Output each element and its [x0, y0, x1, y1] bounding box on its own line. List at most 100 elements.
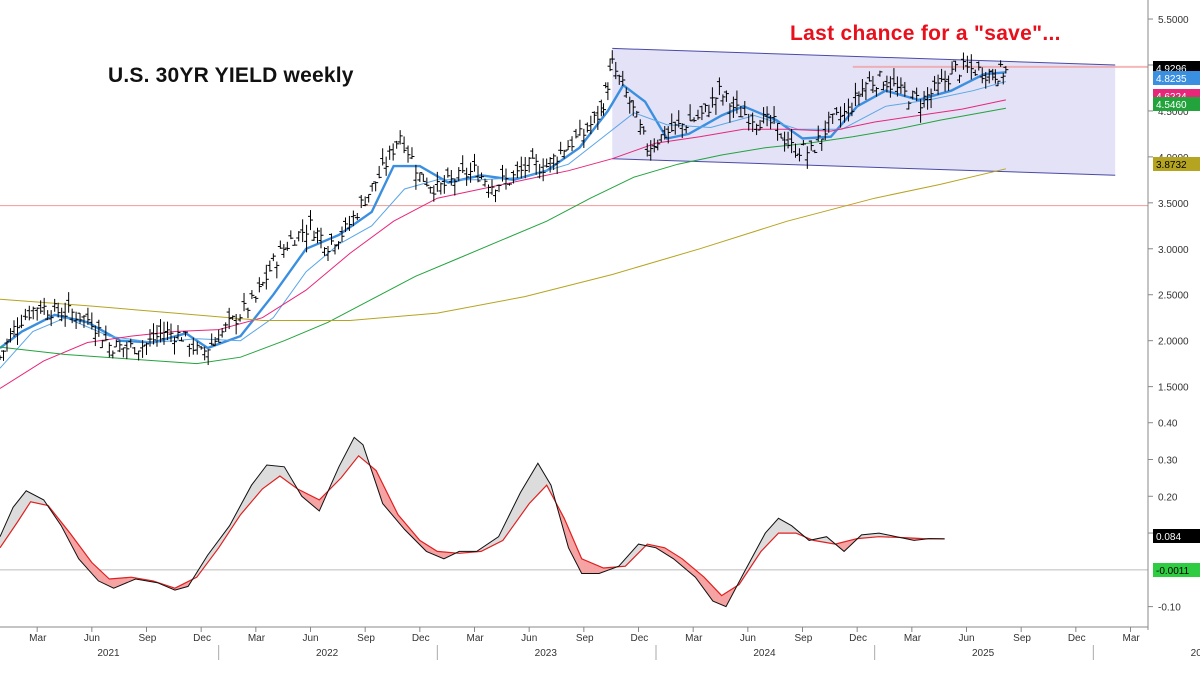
ohlc-bar	[245, 308, 250, 319]
x-tick-label: Sep	[576, 633, 594, 644]
x-year-label: 2026	[1191, 648, 1200, 659]
x-year-label: 2023	[535, 648, 558, 659]
ohlc-bar	[0, 355, 3, 360]
y-tick-label: 1.5000	[1158, 383, 1189, 394]
ohlc-bar	[187, 344, 192, 357]
osc-y-tick-label: 0.30	[1158, 455, 1178, 466]
chart-title: U.S. 30YR YIELD weekly	[108, 64, 354, 88]
x-tick-label: Mar	[248, 633, 266, 644]
macd-line	[0, 437, 945, 606]
x-tick-label: Mar	[1123, 633, 1141, 644]
ohlc-bar	[493, 190, 498, 203]
ohlc-bar	[377, 166, 382, 178]
ohlc-bar	[359, 195, 364, 208]
ohlc-bar	[366, 194, 371, 202]
ohlc-bar	[519, 157, 524, 179]
signal-line	[0, 456, 945, 596]
ohlc-bar	[442, 175, 447, 194]
x-tick-label: Sep	[795, 633, 813, 644]
ohlc-bar	[402, 136, 407, 153]
y-tick-label: 2.0000	[1158, 337, 1189, 348]
ohlc-bar	[570, 136, 575, 151]
ohlc-bar	[35, 307, 40, 320]
ohlc-bar	[300, 219, 305, 242]
ohlc-bar	[42, 298, 47, 315]
ohlc-bar	[260, 282, 265, 286]
ohlc-bar	[242, 293, 247, 311]
ohlc-bar	[530, 148, 535, 159]
ohlc-bar	[541, 158, 546, 181]
ohlc-bar	[89, 312, 94, 329]
x-tick-label: Sep	[357, 633, 375, 644]
ohlc-bar	[292, 240, 297, 245]
chart-annotation: Last chance for a "save"...	[790, 22, 1061, 46]
ohlc-bar	[370, 183, 375, 191]
ohlc-bar	[336, 241, 341, 249]
y-tick-label: 2.5000	[1158, 291, 1189, 302]
ohlc-bar	[202, 347, 207, 361]
ohlc-bar	[315, 228, 320, 244]
ohlc-bar	[438, 182, 443, 194]
ohlc-bar	[63, 303, 68, 327]
x-tick-label: Jun	[303, 633, 319, 644]
ohlc-bar	[421, 174, 426, 182]
ohlc-bar	[296, 231, 301, 241]
x-year-label: 2025	[972, 648, 995, 659]
last-value-label: 4.8235	[1156, 74, 1187, 85]
ohlc-bar	[558, 142, 563, 155]
x-tick-label: Dec	[631, 633, 649, 644]
ohlc-bar	[274, 262, 279, 279]
ohlc-bar	[1, 350, 6, 361]
ohlc-bar	[8, 328, 13, 342]
moving-average-line-4	[0, 169, 1006, 321]
ohlc-bar	[238, 314, 243, 321]
x-tick-label: Dec	[849, 633, 867, 644]
x-tick-label: Dec	[1068, 633, 1086, 644]
x-tick-label: Mar	[904, 633, 922, 644]
ohlc-bar	[406, 145, 411, 162]
ohlc-bar	[281, 244, 286, 258]
ohlc-bar	[117, 340, 122, 352]
y-tick-label: 5.5000	[1158, 15, 1189, 26]
ohlc-bar	[264, 265, 269, 290]
osc-y-tick-label: 0.20	[1158, 492, 1178, 503]
ohlc-bar	[391, 143, 396, 160]
ohlc-bar	[398, 130, 403, 144]
x-year-label: 2021	[97, 648, 120, 659]
x-tick-label: Mar	[467, 633, 485, 644]
ohlc-bar	[566, 140, 571, 150]
x-tick-label: Mar	[685, 633, 703, 644]
ohlc-bar	[585, 122, 590, 132]
ohlc-bar	[267, 261, 272, 272]
ohlc-bar	[155, 325, 160, 347]
ohlc-bar	[234, 314, 239, 334]
ohlc-bar	[216, 329, 221, 342]
x-tick-label: Dec	[412, 633, 430, 644]
x-tick-label: Dec	[193, 633, 211, 644]
osc-last-value-label: -0.0011	[1156, 566, 1190, 577]
ohlc-bar	[52, 299, 57, 312]
ohlc-bar	[428, 187, 433, 194]
ohlc-bar	[179, 337, 184, 341]
ohlc-bar	[100, 340, 105, 348]
ohlc-bar	[534, 154, 539, 175]
x-tick-label: Sep	[139, 633, 157, 644]
ohlc-bar	[472, 154, 477, 172]
oscillator-fill	[0, 437, 945, 606]
osc-last-value-label: 0.084	[1156, 532, 1181, 543]
ohlc-bar	[380, 148, 385, 165]
ohlc-bar	[132, 347, 137, 354]
x-tick-label: Jun	[84, 633, 100, 644]
x-year-label: 2024	[753, 648, 776, 659]
osc-y-tick-label: -0.10	[1158, 603, 1181, 614]
ohlc-bar	[515, 161, 520, 178]
ohlc-bar	[144, 343, 149, 355]
ohlc-bar	[253, 296, 258, 303]
ohlc-bar	[355, 213, 360, 220]
ohlc-bar	[27, 306, 32, 321]
ohlc-bar	[124, 342, 129, 359]
ohlc-bar	[312, 231, 317, 241]
ohlc-bar	[384, 157, 389, 176]
x-tick-label: Jun	[740, 633, 756, 644]
